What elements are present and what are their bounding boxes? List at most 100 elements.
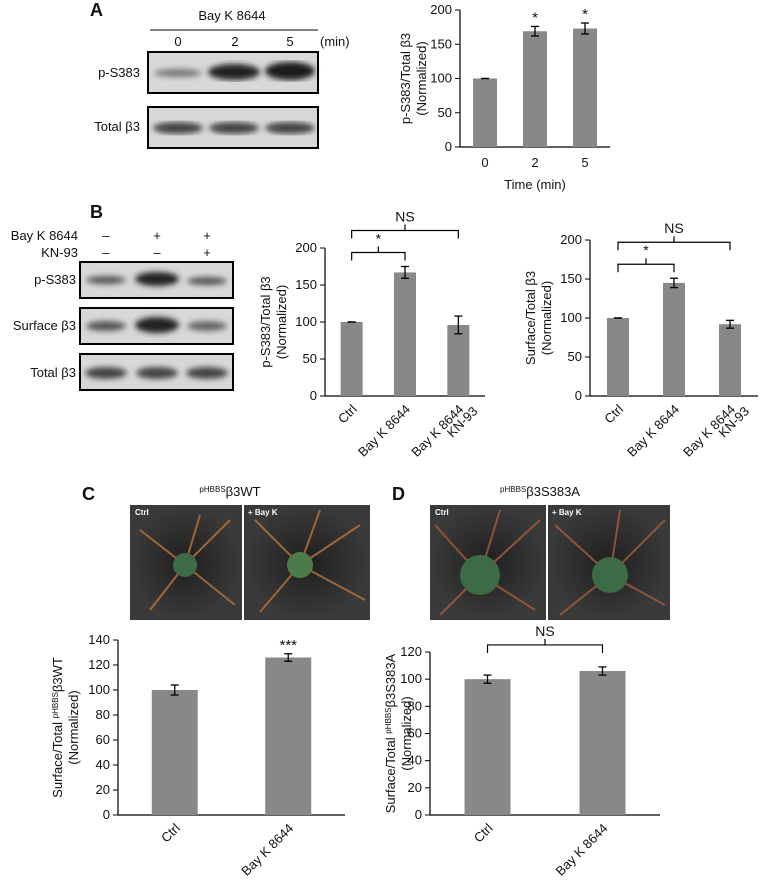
row-label: p-S383 <box>98 65 140 80</box>
bracket <box>617 258 675 273</box>
y-tick-label: 80 <box>96 707 110 722</box>
bar <box>573 28 597 147</box>
y-tick-label: 100 <box>88 682 110 697</box>
x-tick-label: Ctrl <box>471 820 496 845</box>
sign: + <box>203 245 211 260</box>
y-tick-label: 120 <box>400 644 422 659</box>
sign: – <box>102 228 110 243</box>
y-tick-label: 20 <box>96 782 110 797</box>
condition-label: Bay K 8644 <box>11 228 78 243</box>
y-axis-label: Surface/Total β3 <box>523 271 538 365</box>
y-tick-label: 100 <box>295 314 317 329</box>
y-tick-label: 200 <box>295 240 317 255</box>
y-axis-label: p-S383/Total β3 <box>258 276 273 367</box>
panel-label: B <box>90 202 103 222</box>
error-bar <box>531 25 539 37</box>
y-tick-label: 100 <box>430 71 452 86</box>
label-text: (Normalized) <box>399 696 414 770</box>
error-bar <box>170 684 179 696</box>
bar <box>579 671 626 815</box>
error-bar <box>483 674 492 684</box>
y-tick-label: 20 <box>408 780 422 795</box>
x-tick-label: 5 <box>581 155 588 170</box>
y-tick-label: 150 <box>430 36 452 51</box>
time-label: 2 <box>231 34 238 49</box>
label-text: p-S383/Total β3 <box>258 276 273 367</box>
row-label: Total β3 <box>94 119 140 134</box>
sign: – <box>102 245 110 260</box>
panel-label: C <box>82 484 95 504</box>
bar <box>663 282 685 396</box>
label-text: (Normalized) <box>539 281 554 355</box>
x-tick-label: Bay K 8644 <box>355 402 413 460</box>
row-label: Surface β3 <box>13 318 76 333</box>
bracket <box>617 236 731 251</box>
y-tick-label: 40 <box>408 753 422 768</box>
error-bar <box>401 265 409 279</box>
y-tick-label: 50 <box>438 105 452 120</box>
label-text: β3WT <box>226 484 261 499</box>
y-tick-label: 80 <box>408 698 422 713</box>
superscript: pHBBS <box>199 485 225 494</box>
y-axis-label: (Normalized) <box>399 696 414 770</box>
label-text: β3S383A <box>383 653 398 707</box>
error-bar <box>581 22 589 35</box>
x-tick-label: 0 <box>481 155 488 170</box>
label-text: Surface/Total β3 <box>523 271 538 365</box>
label-text: Surface/Total <box>383 734 398 814</box>
sign: + <box>203 228 211 243</box>
x-tick-label: Ctrl <box>601 401 626 426</box>
x-tick-label: Ctrl <box>158 820 183 845</box>
panel-label: D <box>392 484 405 504</box>
bar <box>464 679 511 815</box>
y-tick-label: 0 <box>415 807 422 822</box>
significance: * <box>582 6 588 23</box>
y-tick-label: 40 <box>96 757 110 772</box>
y-tick-label: 140 <box>88 632 110 647</box>
label-text: Surface/Total <box>50 718 65 798</box>
y-tick-label: 150 <box>295 277 317 292</box>
y-axis-label: (Normalized) <box>539 281 554 355</box>
significance: *** <box>279 637 297 654</box>
x-tick-label: Ctrl <box>335 401 360 426</box>
y-tick-label: 50 <box>568 349 582 364</box>
y-axis-label: Surface/Total pHBBSβ3WT <box>50 657 65 798</box>
image-label: + Bay K <box>552 508 582 517</box>
treatment-label: Bay K 8644 <box>198 8 265 23</box>
y-tick-label: 100 <box>560 310 582 325</box>
x-axis-label: Time (min) <box>504 177 566 192</box>
y-tick-label: 60 <box>96 732 110 747</box>
image-label: Ctrl <box>135 508 149 517</box>
superscript: pHBBS <box>384 708 393 734</box>
y-tick-label: 50 <box>303 351 317 366</box>
bar <box>447 324 470 396</box>
bracket <box>486 638 604 653</box>
bracket <box>351 224 459 239</box>
image-d: Ctrl + Bay K <box>430 505 670 620</box>
panel-labels: A B C D <box>82 0 405 504</box>
y-tick-label: 100 <box>400 671 422 686</box>
bar <box>473 78 497 147</box>
error-bar <box>454 315 463 335</box>
y-axis-label: (Normalized) <box>414 41 429 115</box>
x-tick-label: 2 <box>531 155 538 170</box>
y-tick-label: 200 <box>430 2 452 17</box>
bracket-label: NS <box>395 209 414 225</box>
bracket <box>351 246 406 261</box>
y-axis-label: Surface/Total pHBBSβ3S383A <box>383 653 398 813</box>
image-label: Ctrl <box>435 508 449 517</box>
bracket-label: NS <box>535 623 554 639</box>
superscript: pHBBS <box>51 692 60 718</box>
blot-a: Bay K 8644 0 2 5 (min) p-S383 Total β3 <box>94 8 350 149</box>
error-bar <box>598 666 607 676</box>
error-bar <box>284 653 293 662</box>
panel-label: A <box>90 0 103 20</box>
bracket-label: * <box>643 242 649 258</box>
condition-label: KN-93 <box>41 245 78 260</box>
chart-title: pHBBSβ3WT <box>199 484 260 499</box>
y-axis-label: p-S383/Total β3 <box>398 33 413 124</box>
y-tick-label: 150 <box>560 271 582 286</box>
label-text: (Normalized) <box>274 285 289 359</box>
bar <box>523 31 547 147</box>
